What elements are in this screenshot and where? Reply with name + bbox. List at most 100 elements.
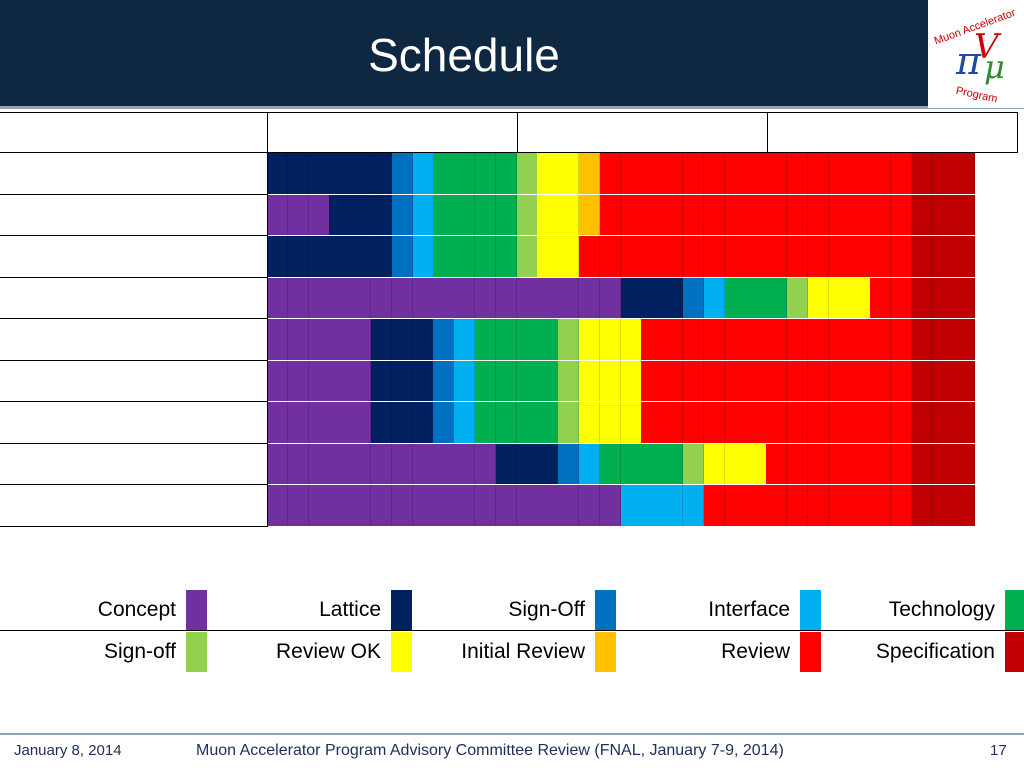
schedule-cell-review <box>891 277 913 318</box>
schedule-cell-specification <box>911 443 934 484</box>
schedule-cell-concept <box>287 402 310 443</box>
schedule-cell-concept <box>350 360 372 401</box>
schedule-cell-concept <box>267 402 289 443</box>
legend-label: Review <box>721 640 790 663</box>
schedule-cell-review_ok <box>620 360 642 401</box>
footer-conference: Muon Accelerator Program Advisory Commit… <box>196 742 784 759</box>
schedule-cell-specification <box>953 277 975 318</box>
schedule-cell-review <box>745 236 767 277</box>
schedule-cell-review <box>828 402 850 443</box>
schedule-cell-review_ok <box>558 194 580 235</box>
schedule-cell-concept <box>433 485 455 526</box>
schedule-cell-technology <box>454 236 476 277</box>
schedule-cell-review <box>766 402 788 443</box>
schedule-cell-lattice <box>391 360 414 401</box>
schedule-cell-review <box>870 319 892 360</box>
schedule-cell-concept <box>475 277 497 318</box>
schedule-cell-review <box>849 194 871 235</box>
schedule-cell-concept <box>350 485 372 526</box>
schedule-cell-specification <box>953 194 975 235</box>
footer-date: January 8, 2014 <box>14 742 122 759</box>
schedule-cell-review <box>745 194 767 235</box>
schedule-cell-lattice <box>329 153 351 194</box>
schedule-cell-lattice <box>350 194 372 235</box>
schedule-cell-concept <box>454 277 476 318</box>
table-row-rule <box>0 318 267 319</box>
schedule-cell-specification <box>911 402 934 443</box>
schedule-cell-signoff <box>433 319 455 360</box>
schedule-cell-lattice <box>641 277 663 318</box>
schedule-cell-review_ok <box>558 153 580 194</box>
schedule-cell-lattice <box>516 443 538 484</box>
schedule-cell-lattice <box>620 277 642 318</box>
table-row-rule <box>0 193 267 195</box>
legend-label: Sign-off <box>104 640 176 663</box>
schedule-cell-signoff_green <box>516 194 538 235</box>
schedule-cell-review_ok <box>828 277 850 318</box>
schedule-cell-technology <box>516 360 538 401</box>
schedule-cell-concept <box>454 443 476 484</box>
schedule-cell-review <box>849 153 871 194</box>
schedule-cell-review <box>662 194 684 235</box>
legend-label: Technology <box>888 598 995 621</box>
schedule-cell-technology <box>662 443 684 484</box>
schedule-cell-review <box>807 319 830 360</box>
schedule-cell-specification <box>953 236 975 277</box>
schedule-cell-technology <box>766 277 788 318</box>
schedule-cell-review <box>745 319 767 360</box>
schedule-cell-review <box>849 319 871 360</box>
schedule-cell-specification <box>911 277 934 318</box>
schedule-cell-lattice <box>371 402 393 443</box>
schedule-cell-concept <box>308 194 330 235</box>
schedule-cell-review <box>870 194 892 235</box>
schedule-cell-review <box>641 153 663 194</box>
schedule-cell-review <box>891 360 913 401</box>
schedule-cell-lattice <box>371 319 393 360</box>
schedule-cell-review <box>807 402 830 443</box>
schedule-cell-signoff <box>433 402 455 443</box>
fiscal-year-header <box>517 122 767 146</box>
schedule-cell-interface <box>454 319 476 360</box>
schedule-cell-lattice <box>391 319 414 360</box>
schedule-cell-review <box>724 236 746 277</box>
schedule-cell-review <box>703 194 726 235</box>
schedule-cell-concept <box>391 485 414 526</box>
schedule-cell-review <box>662 360 684 401</box>
schedule-cell-review <box>745 402 767 443</box>
page-title: Schedule <box>368 29 560 81</box>
schedule-cell-signoff_green <box>516 153 538 194</box>
schedule-cell-specification <box>911 236 934 277</box>
schedule-cell-review <box>599 153 622 194</box>
schedule-cell-review <box>870 360 892 401</box>
schedule-cell-review <box>703 402 726 443</box>
schedule-cell-technology <box>537 402 559 443</box>
schedule-cell-concept <box>308 319 330 360</box>
schedule-cell-review <box>828 194 850 235</box>
map-logo: Muon Accelerator π V μ Program <box>928 0 1024 108</box>
schedule-cell-review <box>891 194 913 235</box>
legend-swatch <box>391 590 412 630</box>
schedule-cell-concept <box>579 277 601 318</box>
schedule-cell-technology <box>495 236 518 277</box>
schedule-cell-review <box>787 443 809 484</box>
schedule-cell-review <box>787 153 809 194</box>
schedule-cell-review <box>870 443 892 484</box>
schedule-cell-concept <box>495 277 518 318</box>
schedule-cell-review <box>828 360 850 401</box>
schedule-cell-review <box>870 277 892 318</box>
schedule-cell-interface <box>620 485 642 526</box>
schedule-cell-interface <box>579 443 601 484</box>
schedule-cell-lattice <box>371 194 393 235</box>
schedule-cell-review <box>724 153 746 194</box>
schedule-cell-review <box>683 360 705 401</box>
schedule-cell-review <box>599 194 622 235</box>
schedule-cell-technology <box>433 153 455 194</box>
schedule-cell-concept <box>267 277 289 318</box>
table-row-rule <box>0 152 267 153</box>
schedule-cell-review <box>703 485 726 526</box>
schedule-cell-lattice <box>287 153 310 194</box>
schedule-cell-review_ok <box>579 360 601 401</box>
schedule-cell-specification <box>932 360 954 401</box>
schedule-cell-technology <box>475 236 497 277</box>
schedule-cell-review <box>807 443 830 484</box>
